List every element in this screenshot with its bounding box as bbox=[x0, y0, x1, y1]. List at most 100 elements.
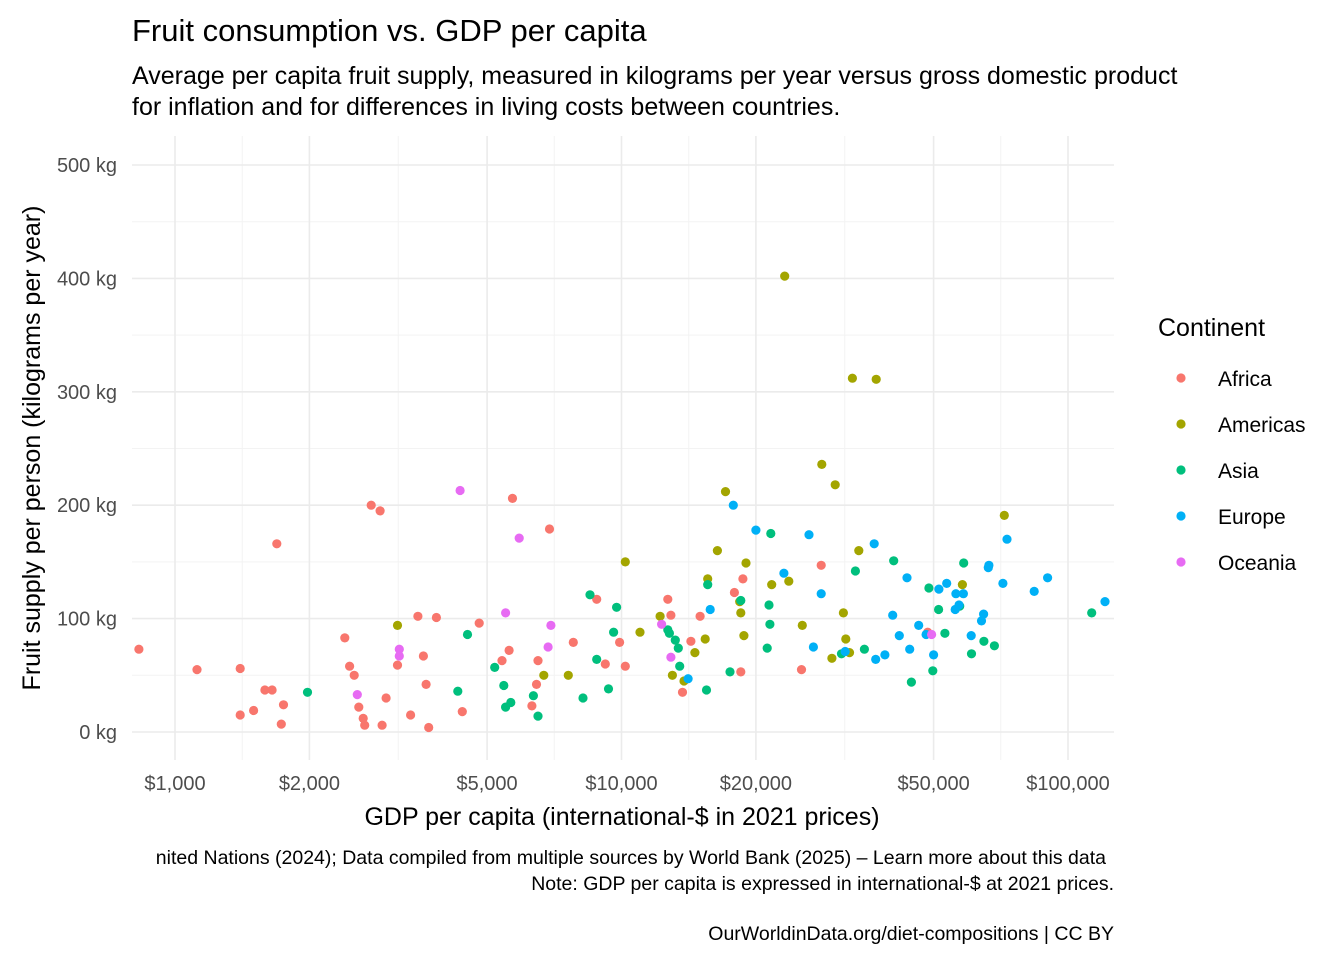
legend-label-asia: Asia bbox=[1218, 460, 1259, 483]
data-point-africa bbox=[527, 701, 537, 711]
data-point-americas bbox=[797, 620, 807, 631]
data-point-africa bbox=[686, 636, 696, 646]
data-point-europe bbox=[779, 568, 789, 578]
data-point-oceania bbox=[927, 629, 937, 640]
data-point-africa bbox=[615, 637, 625, 648]
data-point-asia bbox=[675, 661, 685, 671]
data-point-europe bbox=[1029, 586, 1039, 597]
y-tick-label: 400 kg bbox=[57, 268, 117, 290]
data-point-europe bbox=[1043, 573, 1053, 583]
data-point-europe bbox=[984, 560, 994, 570]
data-point-africa bbox=[666, 610, 676, 620]
data-point-europe bbox=[954, 600, 964, 610]
data-point-europe bbox=[1100, 597, 1110, 607]
data-point-africa bbox=[620, 661, 630, 671]
data-point-africa bbox=[375, 506, 385, 516]
data-point-africa bbox=[278, 700, 289, 710]
data-point-africa bbox=[695, 611, 705, 621]
data-point-americas bbox=[784, 576, 794, 586]
data-point-africa bbox=[381, 693, 391, 703]
data-point-asia bbox=[766, 528, 776, 539]
data-point-europe bbox=[1002, 534, 1012, 544]
data-point-europe bbox=[914, 620, 924, 631]
data-point-asia bbox=[859, 644, 870, 654]
data-point-africa bbox=[249, 705, 259, 716]
data-point-oceania bbox=[546, 620, 556, 631]
data-point-americas bbox=[736, 608, 746, 618]
x-axis-ticks: $1,000 $2,000 $5,000 $10,000 $20,000 $50,000 $… bbox=[144, 773, 1109, 795]
data-point-asia bbox=[940, 628, 950, 638]
data-point-africa bbox=[507, 493, 518, 503]
data-point-africa bbox=[235, 710, 245, 720]
data-point-europe bbox=[804, 530, 814, 540]
x-tick-label: $50,000 bbox=[897, 773, 969, 795]
chart-title: Fruit consumption vs. GDP per capita bbox=[132, 13, 647, 48]
data-point-americas bbox=[957, 580, 968, 590]
data-point-oceania bbox=[352, 690, 362, 700]
data-point-europe bbox=[958, 589, 969, 599]
data-point-americas bbox=[830, 480, 840, 490]
data-point-europe bbox=[902, 573, 912, 583]
data-point-africa bbox=[192, 665, 202, 675]
data-point-europe bbox=[934, 584, 944, 594]
data-point-americas bbox=[767, 580, 777, 590]
data-point-africa bbox=[345, 661, 355, 671]
data-point-africa bbox=[260, 685, 270, 695]
data-point-asia bbox=[928, 666, 938, 676]
data-point-africa bbox=[568, 637, 578, 648]
data-point-europe bbox=[808, 642, 819, 652]
data-point-asia bbox=[673, 643, 683, 653]
y-tick-label: 0 kg bbox=[79, 722, 117, 744]
chart-subtitle-line-1: Average per capita fruit supply, measure… bbox=[132, 62, 1177, 90]
y-tick-label: 300 kg bbox=[57, 382, 117, 404]
legend-key-europe bbox=[1176, 511, 1186, 521]
data-point-europe bbox=[869, 539, 879, 549]
data-point-asia bbox=[966, 649, 977, 659]
data-point-asia bbox=[609, 627, 619, 637]
data-point-europe bbox=[894, 631, 904, 641]
data-point-europe bbox=[840, 646, 850, 657]
data-point-africa bbox=[424, 722, 434, 733]
data-point-africa bbox=[392, 660, 403, 670]
data-point-asia bbox=[603, 684, 614, 694]
data-point-americas bbox=[841, 634, 851, 644]
data-point-oceania bbox=[394, 651, 404, 661]
x-tick-label: $5,000 bbox=[457, 773, 518, 795]
x-tick-label: $1,000 bbox=[144, 773, 205, 795]
legend-key-americas bbox=[1176, 419, 1186, 429]
data-point-americas bbox=[690, 648, 700, 658]
data-point-oceania bbox=[666, 652, 676, 662]
x-tick-label: $10,000 bbox=[585, 773, 657, 795]
data-point-asia bbox=[736, 595, 746, 606]
data-point-asia bbox=[462, 629, 473, 640]
data-point-americas bbox=[563, 670, 573, 680]
data-point-asia bbox=[764, 600, 774, 610]
data-point-americas bbox=[700, 634, 710, 644]
data-point-africa bbox=[418, 651, 428, 661]
plot-area bbox=[132, 136, 1114, 760]
data-point-europe bbox=[880, 650, 890, 660]
caption-note: Note: GDP per capita is expressed in int… bbox=[531, 873, 1114, 895]
data-point-americas bbox=[847, 373, 858, 383]
data-point-oceania bbox=[455, 485, 465, 496]
data-point-africa bbox=[736, 667, 746, 677]
data-point-asia bbox=[725, 667, 735, 677]
x-tick-label: $20,000 bbox=[720, 773, 792, 795]
data-point-americas bbox=[999, 510, 1009, 520]
data-point-asia bbox=[989, 641, 1000, 651]
data-point-africa bbox=[366, 500, 376, 510]
data-point-americas bbox=[720, 487, 731, 497]
chart-subtitle-line-2: for inflation and for differences in liv… bbox=[132, 93, 840, 121]
data-point-africa bbox=[340, 633, 350, 643]
data-point-americas bbox=[539, 670, 549, 680]
y-tick-label: 100 kg bbox=[57, 609, 117, 631]
data-point-africa bbox=[235, 663, 245, 674]
data-point-africa bbox=[360, 720, 370, 730]
series-oceania bbox=[352, 485, 937, 700]
y-tick-label: 200 kg bbox=[57, 495, 117, 517]
data-point-asia bbox=[1087, 608, 1097, 618]
data-point-africa bbox=[134, 644, 144, 654]
legend-label-africa: Africa bbox=[1218, 368, 1272, 391]
data-point-africa bbox=[474, 618, 484, 628]
